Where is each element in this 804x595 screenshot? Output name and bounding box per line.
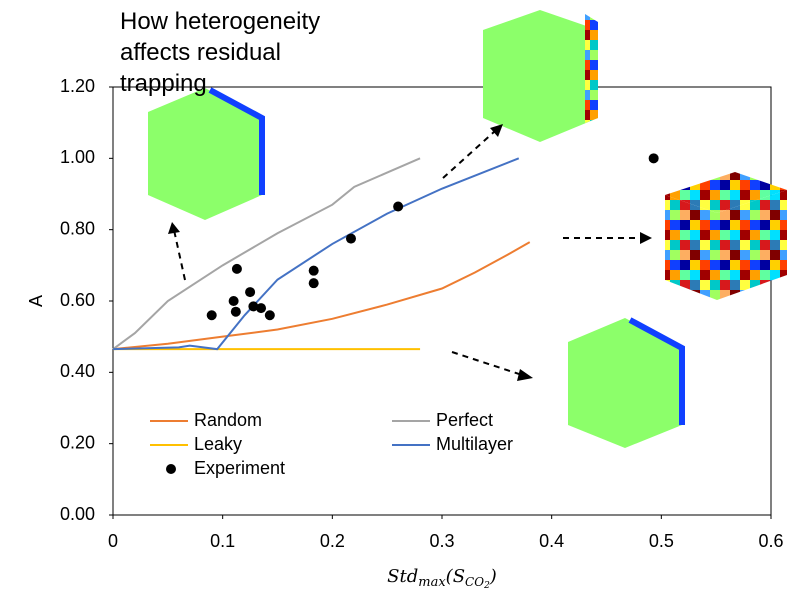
arrow: [451, 351, 523, 376]
y-tick-label: 0.40: [60, 361, 95, 381]
chart-title: How heterogeneity affects residual trapp…: [120, 8, 321, 97]
data-point: [308, 278, 319, 289]
y-tick-label: 0.60: [60, 290, 95, 310]
data-point: [206, 310, 217, 321]
series-line: [112, 241, 531, 351]
x-tick-label: 0.1: [210, 531, 235, 551]
data-point: [345, 233, 356, 244]
x-label-part: max: [418, 575, 446, 590]
legend-marker: [166, 464, 176, 474]
arrowhead: [168, 222, 180, 234]
arrows: [173, 130, 642, 376]
arrow: [173, 229, 186, 281]
x-tick-label: 0.2: [320, 531, 345, 551]
legend-label: Perfect: [436, 410, 493, 430]
x-tick-label: 0: [108, 531, 118, 551]
arrowheads: [168, 124, 652, 381]
hexagon-edge: [208, 87, 265, 195]
plot: 0.00 0.20 0.40 0.60 0.80 1.00 1.20 0 0.1 0.2 0.3 0.…: [60, 76, 784, 551]
data-point: [228, 296, 239, 306]
arrow: [442, 130, 496, 179]
hexagon: [568, 318, 682, 448]
arrowhead: [490, 124, 503, 137]
x-label-part: (S: [446, 566, 465, 587]
x-label-part: 2: [483, 581, 490, 591]
arrowhead: [517, 369, 533, 381]
hexagon: [483, 10, 598, 142]
insets: [148, 10, 787, 448]
cube-face: [717, 190, 787, 300]
hexagon: [148, 88, 262, 220]
x-tick-label: 0.3: [429, 531, 454, 551]
x-tick-label: 0.5: [649, 531, 674, 551]
data-point: [248, 301, 259, 312]
y-axis-label: A: [26, 295, 46, 307]
arrowhead: [640, 232, 652, 244]
data-point: [308, 265, 319, 276]
legend-label: Experiment: [194, 458, 285, 478]
series-line: [112, 157, 520, 351]
hexagon-edge: [585, 14, 598, 123]
x-tick-label: 0.4: [539, 531, 564, 551]
legend-label: Leaky: [194, 434, 242, 454]
data-point: [256, 303, 267, 314]
data-point: [231, 263, 242, 274]
x-axis-label: Stdmax(SCO2): [387, 566, 497, 591]
y-tick-label: 0.80: [60, 218, 95, 238]
hexagon-edge: [628, 317, 685, 425]
cube-face: [665, 195, 717, 300]
data-point: [264, 310, 275, 321]
y-tick-label: 1.20: [60, 76, 95, 96]
legend-label: Multilayer: [436, 434, 513, 454]
x-label-part: CO: [465, 575, 484, 589]
x-label-part: ): [489, 566, 497, 587]
legend-label: Random: [194, 410, 262, 430]
data-point: [393, 201, 404, 212]
x-tick-label: 0.6: [758, 531, 783, 551]
data-point: [245, 287, 256, 298]
y-tick-label: 1.00: [60, 147, 95, 167]
y-tick-label: 0.00: [60, 504, 95, 524]
y-tick-label: 0.20: [60, 432, 95, 452]
data-point: [648, 153, 659, 164]
data-point: [230, 306, 241, 317]
x-label-part: Std: [387, 566, 418, 587]
cube-face: [665, 172, 787, 213]
series-line: [112, 157, 421, 350]
